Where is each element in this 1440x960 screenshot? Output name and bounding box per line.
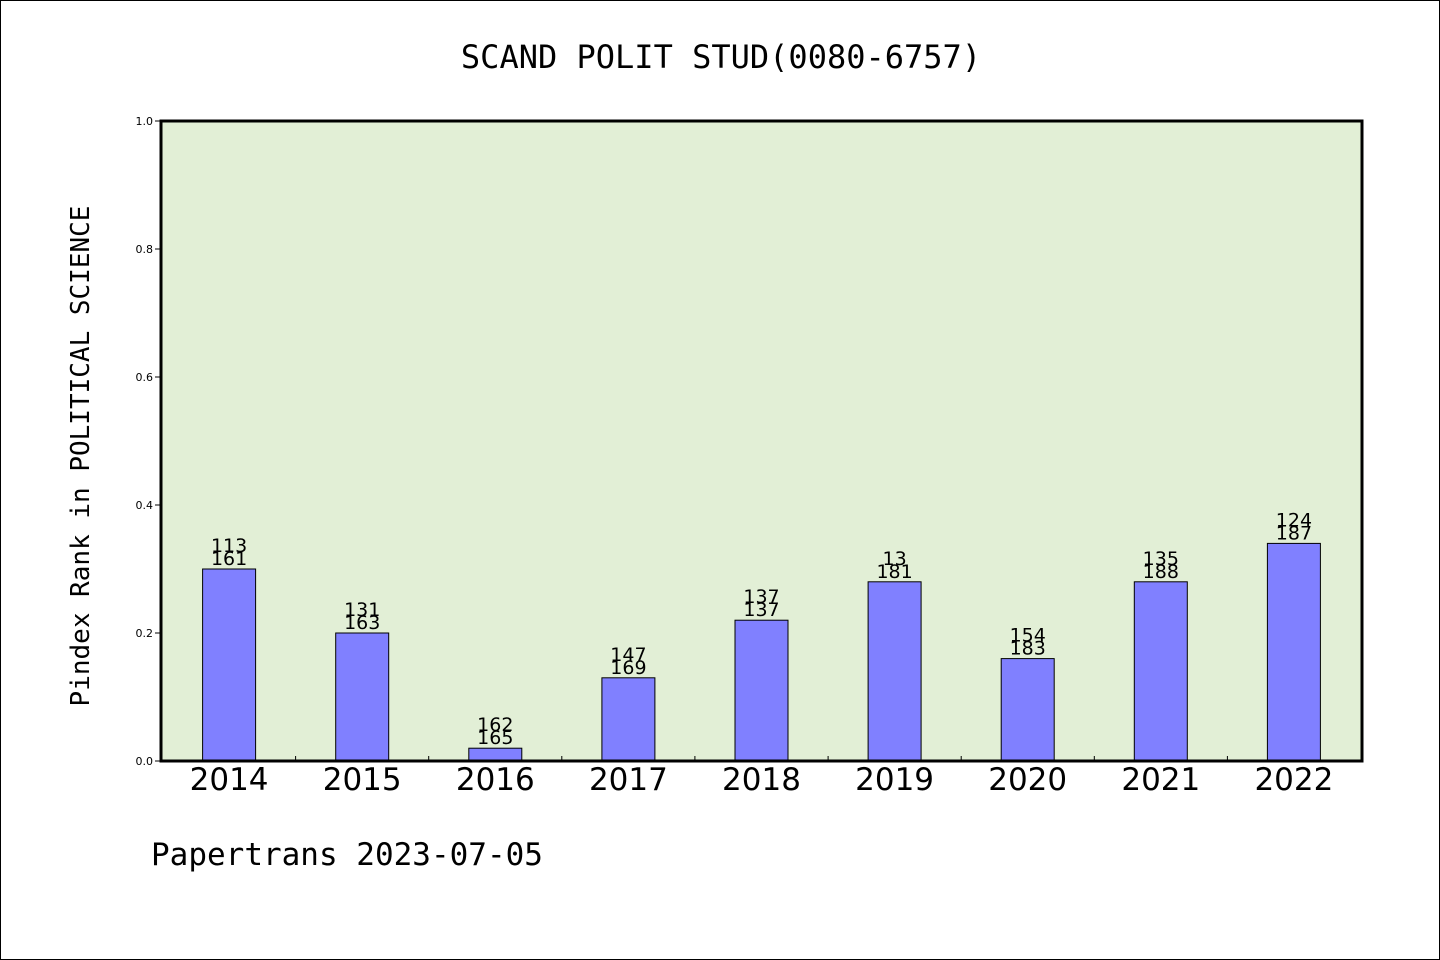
bar-label-top-2019: 13 xyxy=(883,548,907,570)
bar-label-top-2015: 131 xyxy=(344,599,380,621)
bar-label-top-2018: 137 xyxy=(743,586,779,608)
bar-2020 xyxy=(1000,658,1055,762)
bar-2018 xyxy=(734,619,789,762)
bar-label-bottom-2021: 188 xyxy=(1143,561,1179,583)
bar-label-bottom-2022: 187 xyxy=(1276,522,1312,544)
bar-2021 xyxy=(1133,581,1188,762)
y-tick-label: 0.6 xyxy=(136,371,154,384)
x-tick-label-2019: 2019 xyxy=(855,762,934,798)
y-tick-label: 1.0 xyxy=(136,115,154,128)
x-tick-label-2016: 2016 xyxy=(456,762,535,798)
bar-2019 xyxy=(867,581,922,762)
x-tick-label-2021: 2021 xyxy=(1121,762,1200,798)
footer-credit: Papertrans 2023-07-05 xyxy=(151,837,543,873)
bar-label-bottom-2020: 183 xyxy=(1010,638,1046,660)
bar-label-bottom-2017: 169 xyxy=(610,657,646,679)
bar-label-top-2022: 124 xyxy=(1276,509,1312,531)
x-tick-label-2022: 2022 xyxy=(1254,762,1333,798)
bar-2014 xyxy=(202,568,257,762)
y-tick-label: 0.2 xyxy=(136,627,154,640)
y-axis-label: Pindex Rank in POLITICAL SCIENCE xyxy=(66,206,96,707)
x-axis-ticks: 2014 2015 2016 2017 2018 2019 2020 2021 2022 xyxy=(190,756,1333,798)
y-tick-label: 0.8 xyxy=(136,243,154,256)
bar-label-top-2016: 162 xyxy=(477,714,513,736)
y-tick-label: 0.4 xyxy=(136,499,154,512)
bar-label-bottom-2019: 181 xyxy=(876,561,912,583)
bar-label-bottom-2018: 137 xyxy=(743,599,779,621)
x-tick-label-2020: 2020 xyxy=(988,762,1067,798)
bar-label-bottom-2016: 165 xyxy=(477,727,513,749)
bar-label-bottom-2014: 161 xyxy=(211,548,247,570)
bars-group xyxy=(202,542,1321,762)
bar-label-top-2020: 154 xyxy=(1010,625,1046,647)
bar-labels-group: 1131611311631621651471691371371318115418… xyxy=(211,509,1312,749)
bar-label-bottom-2015: 163 xyxy=(344,612,380,634)
bar-label-top-2017: 147 xyxy=(610,644,646,666)
y-axis-ticks: 0.0 0.2 0.4 0.6 0.8 1.0 xyxy=(136,115,161,768)
x-tick-label-2015: 2015 xyxy=(323,762,402,798)
plot-border xyxy=(159,119,1364,763)
bar-2017 xyxy=(601,677,656,762)
x-tick-label-2018: 2018 xyxy=(722,762,801,798)
bar-2016 xyxy=(468,747,523,762)
chart-title: SCAND POLIT STUD(0080-6757) xyxy=(461,38,981,76)
x-tick-label-2017: 2017 xyxy=(589,762,668,798)
bar-label-top-2014: 113 xyxy=(211,535,247,557)
x-tick-label-2014: 2014 xyxy=(190,762,269,798)
bar-2015 xyxy=(335,632,390,762)
bar-2022 xyxy=(1266,542,1321,762)
bar-label-top-2021: 135 xyxy=(1143,548,1179,570)
y-tick-label: 0.0 xyxy=(136,755,154,768)
